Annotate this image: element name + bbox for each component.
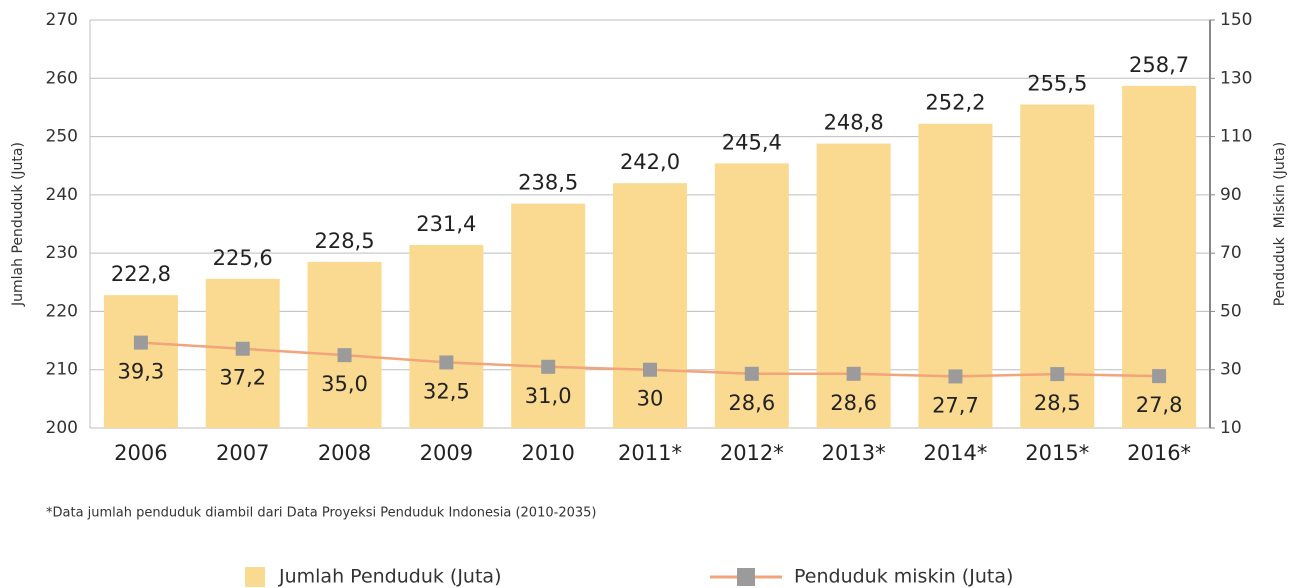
line-marker [133,335,148,350]
line-value-label: 35,0 [321,372,368,396]
x-tick-label: 2013* [822,441,886,465]
line-value-label: 37,2 [219,366,266,390]
bar-value-label: 252,2 [925,91,985,115]
bar-value-label: 222,8 [111,262,171,286]
bar [714,163,789,428]
line-marker [948,369,963,384]
line-value-label: 39,3 [118,360,165,384]
line-marker [1152,369,1167,384]
y-axis-label: Jumlah Penduduk (Juta) [10,142,26,307]
line-value-label: 27,7 [932,393,979,417]
y2-tick-label: 10 [1220,418,1242,438]
line-value-label: 31,0 [525,384,572,408]
bar [409,244,484,428]
y2-tick-label: 130 [1220,68,1252,88]
line-marker [744,366,759,381]
line-value-label: 28,5 [1034,391,1081,415]
x-tick-label: 2007 [216,441,269,465]
bar-value-label: 245,4 [722,130,782,154]
bar [816,143,891,428]
line-marker [541,359,556,374]
footnote: *Data jumlah penduduk diambil dari Data … [46,506,596,521]
x-tick-label: 2010 [521,441,574,465]
x-tick-label: 2006 [114,441,167,465]
y-tick-label: 210 [46,360,78,380]
line-marker [643,362,657,377]
bar-value-label: 255,5 [1027,72,1087,96]
line-value-label: 28,6 [830,391,877,415]
bar [511,203,586,428]
line-marker [337,348,352,363]
line-value-label: 32,5 [423,379,470,403]
line-value-label: 28,6 [728,391,775,415]
bar [307,261,382,428]
x-tick-label: 2012* [720,441,784,465]
x-tick-label: 2016* [1127,441,1191,465]
y-tick-label: 220 [46,301,78,321]
bar-value-label: 242,0 [620,150,680,174]
bar-value-label: 258,7 [1129,53,1189,77]
y2-tick-label: 70 [1220,243,1242,263]
y2-tick-label: 90 [1220,185,1242,205]
bar [103,295,178,428]
y-tick-label: 200 [46,418,78,438]
line-value-label: 30 [637,387,664,411]
x-tick-label: 2015* [1025,441,1089,465]
y-tick-label: 250 [46,127,78,147]
legend-marker [737,568,755,586]
y-tick-label: 240 [46,185,78,205]
bar [613,183,687,428]
y-tick-label: 270 [46,10,78,30]
line-marker [846,366,861,381]
line-marker [1050,367,1065,382]
bar-value-label: 225,6 [213,246,273,270]
x-tick-label: 2014* [923,441,987,465]
line-marker [439,355,454,370]
bar-value-label: 231,4 [416,212,476,236]
legend-label: Jumlah Penduduk (Juta) [278,566,501,588]
y2-tick-label: 50 [1220,301,1242,321]
line-marker [235,341,250,356]
y2-axis-label: Penduduk Miskin (Juta) [1272,142,1288,307]
y2-tick-label: 30 [1220,360,1242,380]
y-tick-label: 230 [46,243,78,263]
x-tick-label: 2009 [420,441,473,465]
x-tick-label: 2011* [618,441,682,465]
line-value-label: 27,8 [1136,393,1183,417]
y2-tick-label: 150 [1220,10,1252,30]
y-tick-label: 260 [46,68,78,88]
x-tick-label: 2008 [318,441,371,465]
bar-value-label: 248,8 [824,111,884,135]
y2-tick-label: 110 [1220,127,1252,147]
legend-swatch [245,567,265,587]
bar-value-label: 238,5 [518,171,578,195]
legend-label: Penduduk miskin (Juta) [794,566,1013,588]
bar-value-label: 228,5 [314,229,374,253]
